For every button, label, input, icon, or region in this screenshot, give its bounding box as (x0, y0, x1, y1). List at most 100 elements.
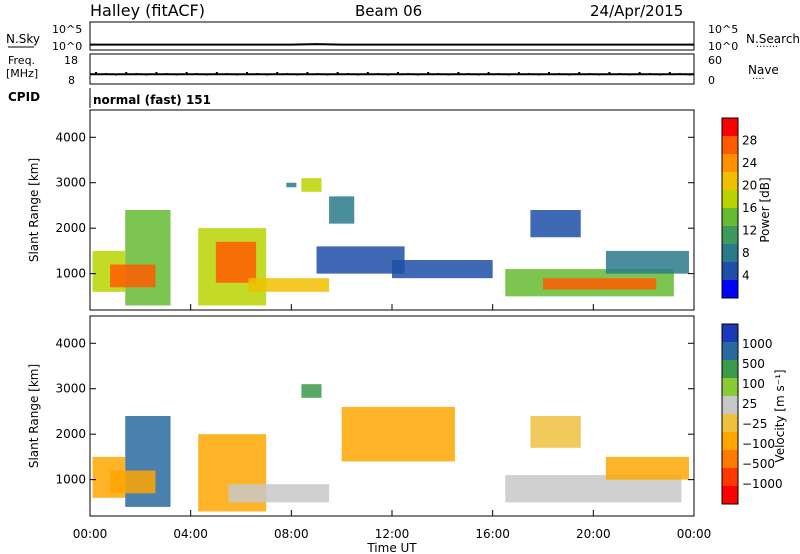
heatmap-cell (110, 264, 156, 288)
xtick-label: 16:00 (475, 527, 510, 541)
heatmap-cell (530, 210, 581, 238)
nave-dot (477, 74, 480, 76)
nave-dot (225, 73, 228, 75)
xtick-label: 00:00 (73, 527, 108, 541)
velocity-colorbar-swatch (722, 342, 738, 360)
nave-dot (155, 72, 158, 74)
nave-legend: ···· (752, 74, 765, 85)
nave-dot (185, 72, 188, 74)
nave-dot (648, 73, 651, 75)
nave-dot (356, 74, 359, 76)
nave-dot (336, 72, 339, 74)
nave-dot (386, 74, 389, 76)
nave-dot (286, 73, 289, 75)
noise-right-tick-bottom: 10^0 (708, 40, 738, 53)
nave-label: Nave (748, 63, 779, 77)
ytick-label: 2000 (55, 427, 86, 441)
nave-dot (326, 74, 329, 76)
heatmap-cell (228, 484, 330, 503)
power-colorbar-tick: 8 (742, 246, 750, 260)
cpid-value: normal (fast) 151 (93, 93, 211, 107)
frequency-tick-bottom: 8 (68, 74, 75, 87)
nave-dot (568, 74, 571, 76)
power-panel: 1000 2000 3000 4000 Slant Range [km] 4 8 12 16… (27, 109, 772, 311)
time-axis-label: Time UT (366, 541, 417, 554)
ytick-label: 2000 (55, 221, 86, 235)
heatmap-cell (605, 250, 689, 274)
nave-dot (235, 74, 238, 76)
nave-dot (517, 72, 520, 74)
frequency-tick-top: 18 (64, 54, 78, 67)
velocity-colorbar-swatch (722, 324, 738, 342)
power-colorbar-swatch (722, 226, 738, 244)
velocity-colorbar-swatch (722, 378, 738, 396)
noise-left-label: N.Sky (6, 32, 40, 46)
nave-dot (105, 73, 108, 75)
velocity-colorbar-swatch (722, 450, 738, 468)
nave-tick-top: 60 (708, 54, 722, 67)
heatmap-cell (248, 278, 330, 292)
heatmap-cell (125, 416, 171, 507)
nave-dot (558, 73, 561, 75)
nave-dot (215, 72, 218, 74)
nave-tick-bottom: 0 (708, 74, 715, 87)
noise-right-label: N.Search (746, 32, 800, 46)
heatmap-cell (125, 210, 171, 306)
heatmap-cell (605, 456, 689, 480)
ytick-label: 1000 (55, 473, 86, 487)
velocity-colorbar-tick: 500 (742, 357, 765, 371)
nave-dot (537, 74, 540, 76)
velocity-colorbar-tick: 100 (742, 377, 765, 391)
power-colorbar-swatch (722, 136, 738, 154)
velocity-heatmap (92, 384, 689, 512)
nave-dot (618, 73, 621, 75)
nave-dot (366, 72, 369, 74)
station-title: Halley (fitACF) (90, 1, 205, 20)
heatmap-cell (301, 384, 322, 398)
power-colorbar-tick: 4 (742, 269, 750, 283)
power-colorbar-tick: 28 (742, 134, 757, 148)
noise-frame (89, 21, 695, 51)
power-ylabel: Slant Range [km] (27, 158, 41, 262)
power-colorbar-swatch (722, 262, 738, 280)
nave-dot (346, 73, 349, 75)
nave-dot (316, 73, 319, 75)
nave-dot (296, 74, 299, 76)
frequency-frame (89, 53, 695, 85)
heatmap-cell (392, 260, 493, 279)
heatmap-cell (215, 241, 257, 283)
velocity-colorbar-swatch (722, 360, 738, 378)
nave-dot (668, 72, 671, 74)
heatmap-cell (329, 196, 355, 224)
power-heatmap (92, 178, 689, 306)
velocity-colorbar-swatch (722, 414, 738, 432)
heatmap-cell (286, 182, 297, 188)
velocity-colorbar-swatch (722, 468, 738, 486)
nave-dots (95, 72, 691, 76)
beam-title: Beam 06 (355, 2, 422, 20)
nave-dot (638, 72, 641, 74)
heatmap-cell (543, 278, 657, 290)
ytick-label: 4000 (55, 336, 86, 350)
nave-dot (417, 74, 420, 76)
nave-dot (397, 72, 400, 74)
nave-dot (658, 74, 661, 76)
velocity-ylabel: Slant Range [km] (27, 364, 41, 468)
power-colorbar-swatch (722, 118, 738, 136)
nave-dot (95, 72, 98, 74)
frequency-unit: [MHz] (6, 67, 38, 80)
noise-right-tick-top: 10^5 (708, 23, 738, 36)
nave-dot (276, 72, 279, 74)
power-colorbar-frame (721, 117, 739, 299)
velocity-yticks: 1000 2000 3000 4000 (55, 336, 694, 487)
nave-dot (628, 74, 631, 76)
nave-dot (125, 72, 128, 74)
power-colorbar-swatch (722, 190, 738, 208)
heatmap-cell (301, 178, 322, 192)
noise-right-legend: ······· (756, 42, 778, 53)
noise-left-tick-bottom: 10^0 (52, 40, 82, 53)
nave-dot (678, 73, 681, 75)
nave-dot (175, 74, 178, 76)
date-title: 24/Apr/2015 (590, 2, 683, 20)
